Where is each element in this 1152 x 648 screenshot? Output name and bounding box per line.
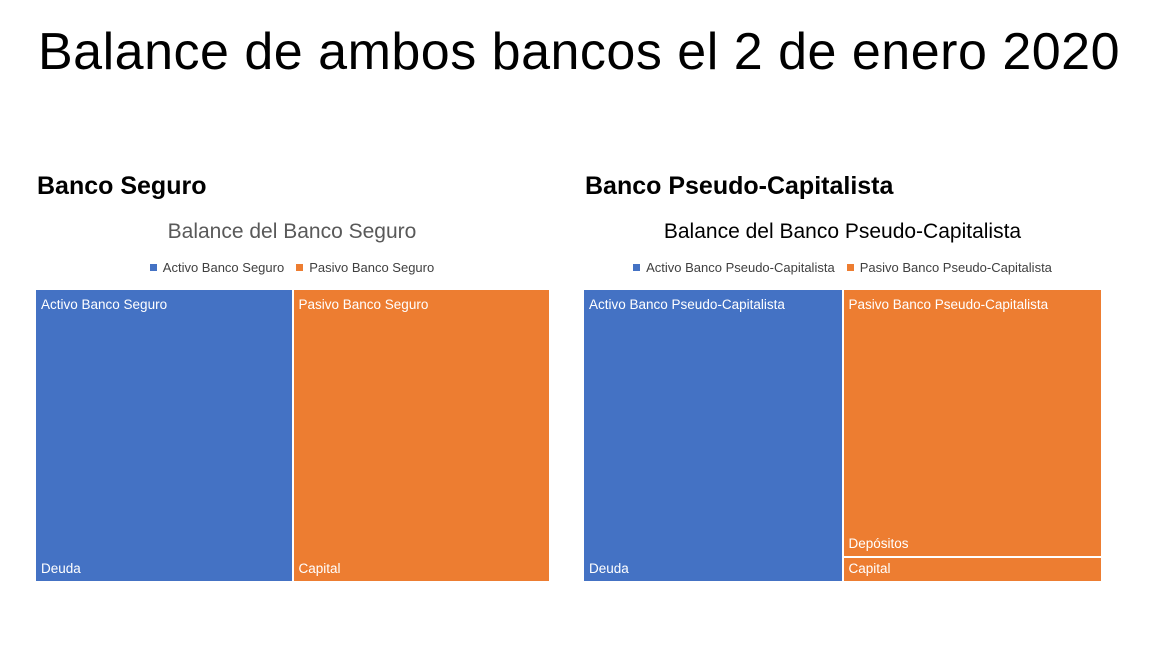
tile-parent-label: Activo Banco Seguro xyxy=(41,297,167,312)
treemap-tile: Activo Banco Pseudo-Capitalista Deuda xyxy=(584,290,842,581)
legend-swatch xyxy=(847,264,854,271)
legend-swatch xyxy=(296,264,303,271)
legend-label: Pasivo Banco Seguro xyxy=(309,260,434,275)
tile-child-label: Deuda xyxy=(589,561,629,576)
legend-swatch xyxy=(150,264,157,271)
legend-left: Activo Banco Seguro Pasivo Banco Seguro xyxy=(36,260,548,275)
legend-label: Activo Banco Pseudo-Capitalista xyxy=(646,260,835,275)
slide-title: Balance de ambos bancos el 2 de enero 20… xyxy=(38,22,1120,82)
treemap-left: Activo Banco Seguro Deuda Pasivo Banco Seg… xyxy=(36,290,549,581)
legend-swatch xyxy=(633,264,640,271)
treemap-tile: Activo Banco Seguro Deuda xyxy=(36,290,292,581)
legend-item: Pasivo Banco Pseudo-Capitalista xyxy=(847,260,1052,275)
legend-label: Activo Banco Seguro xyxy=(163,260,284,275)
tile-child-label: Depósitos xyxy=(849,536,909,551)
section-heading-right: Banco Pseudo-Capitalista xyxy=(585,172,893,201)
legend-label: Pasivo Banco Pseudo-Capitalista xyxy=(860,260,1052,275)
treemap-tile: Capital xyxy=(844,558,1102,581)
legend-item: Activo Banco Pseudo-Capitalista xyxy=(633,260,835,275)
legend-item: Activo Banco Seguro xyxy=(150,260,284,275)
treemap-right: Activo Banco Pseudo-Capitalista Deuda Pasi… xyxy=(584,290,1101,581)
tile-child-label: Capital xyxy=(299,561,341,576)
tile-parent-label: Pasivo Banco Pseudo-Capitalista xyxy=(849,297,1049,312)
tile-parent-label: Activo Banco Pseudo-Capitalista xyxy=(589,297,785,312)
section-heading-left: Banco Seguro xyxy=(37,172,206,201)
legend-item: Pasivo Banco Seguro xyxy=(296,260,434,275)
chart-title-right: Balance del Banco Pseudo-Capitalista xyxy=(584,220,1101,244)
treemap-tile: Pasivo Banco Seguro Capital xyxy=(294,290,550,581)
treemap-tile: Pasivo Banco Pseudo-Capitalista Depósitos xyxy=(844,290,1102,556)
tile-child-label: Capital xyxy=(849,561,891,576)
tile-parent-label: Pasivo Banco Seguro xyxy=(299,297,429,312)
legend-right: Activo Banco Pseudo-Capitalista Pasivo B… xyxy=(584,260,1101,275)
chart-title-left: Balance del Banco Seguro xyxy=(36,220,548,244)
tile-child-label: Deuda xyxy=(41,561,81,576)
